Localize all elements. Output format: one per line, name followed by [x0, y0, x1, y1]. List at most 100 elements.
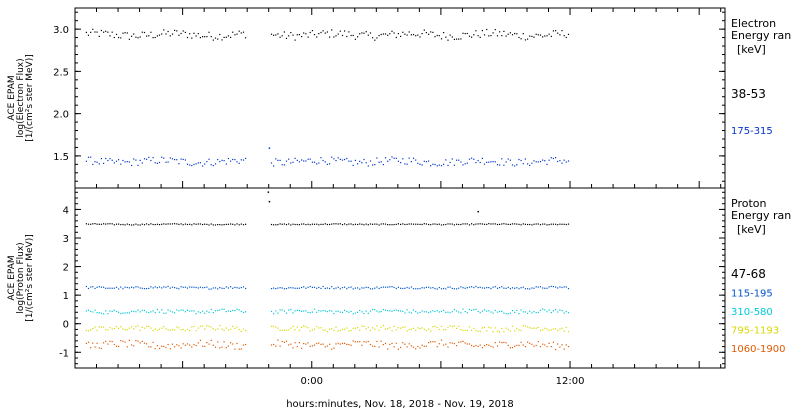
- data-point: [146, 223, 148, 225]
- data-point: [406, 34, 408, 36]
- data-point: [382, 325, 384, 327]
- data-point: [548, 224, 550, 226]
- data-point: [567, 346, 570, 348]
- data-point: [236, 342, 238, 345]
- data-point: [408, 223, 410, 225]
- data-point: [505, 313, 507, 315]
- data-point: [92, 342, 94, 344]
- data-point: [376, 37, 378, 39]
- data-point: [361, 311, 363, 313]
- data-point: [423, 345, 425, 347]
- data-point: [529, 35, 531, 37]
- data-point: [432, 31, 434, 33]
- data-point: [520, 38, 522, 40]
- data-point: [329, 287, 331, 290]
- data-point: [380, 286, 382, 289]
- data-point: [367, 312, 369, 314]
- data-point: [212, 287, 214, 289]
- data-point: [245, 223, 247, 225]
- data-point: [483, 309, 486, 311]
- data-point: [184, 330, 186, 332]
- data-point: [471, 223, 473, 225]
- data-point: [331, 348, 333, 350]
- data-point: [453, 38, 455, 40]
- data-point: [408, 287, 410, 289]
- data-point: [146, 288, 148, 290]
- data-point: [146, 35, 148, 37]
- data-point: [499, 341, 501, 343]
- data-point: [133, 310, 135, 313]
- data-point: [505, 327, 507, 329]
- data-point: [309, 330, 311, 332]
- data-point: [346, 224, 348, 226]
- data-point: [301, 159, 303, 161]
- data-point: [305, 343, 307, 345]
- data-point: [479, 312, 481, 314]
- data-point: [320, 287, 322, 290]
- data-point: [335, 343, 337, 345]
- data-point: [363, 32, 365, 34]
- data-point: [292, 325, 294, 328]
- data-point: [135, 223, 137, 225]
- data-point: [109, 35, 111, 37]
- data-point: [466, 223, 468, 225]
- data-point: [298, 310, 300, 312]
- data-point: [488, 287, 490, 289]
- data-point: [456, 38, 458, 40]
- data-point: [100, 158, 102, 160]
- data-point: [303, 343, 305, 345]
- data-point: [393, 32, 395, 34]
- data-point: [511, 223, 514, 225]
- data-point: [453, 308, 455, 311]
- data-point: [111, 310, 113, 312]
- data-point: [131, 164, 133, 167]
- y-axis-label-line: ACE EPAM: [7, 255, 17, 300]
- data-point: [307, 223, 309, 225]
- data-point: [460, 341, 462, 343]
- data-point: [372, 223, 374, 225]
- data-point: [440, 165, 443, 167]
- data-point: [165, 161, 167, 163]
- data-point: [419, 163, 421, 165]
- data-point: [391, 286, 393, 288]
- data-point: [214, 163, 217, 165]
- data-point: [143, 158, 146, 160]
- data-point: [232, 223, 234, 225]
- legend-subtitle: Energy ran: [731, 29, 791, 42]
- data-point: [161, 156, 163, 158]
- data-point: [449, 312, 451, 314]
- data-point: [105, 30, 107, 32]
- data-point: [333, 347, 335, 349]
- data-point: [402, 223, 404, 225]
- data-point: [107, 343, 109, 345]
- data-point: [376, 157, 378, 159]
- data-point: [141, 309, 143, 311]
- data-point: [174, 329, 176, 331]
- data-point: [458, 311, 460, 313]
- data-point: [516, 344, 518, 346]
- data-point: [453, 164, 455, 166]
- data-point: [559, 346, 561, 348]
- data-point: [539, 286, 542, 288]
- data-point: [154, 328, 156, 330]
- data-point: [294, 39, 296, 41]
- data-point: [486, 287, 488, 289]
- data-point: [499, 287, 501, 289]
- data-point: [434, 325, 436, 327]
- data-point: [197, 342, 199, 344]
- data-point: [152, 310, 154, 312]
- data-point: [561, 30, 563, 32]
- data-point: [507, 344, 509, 346]
- data-point: [180, 347, 182, 349]
- data-point: [279, 36, 281, 38]
- data-point: [137, 286, 139, 288]
- data-point: [555, 30, 557, 32]
- data-point: [344, 158, 346, 161]
- data-point: [113, 309, 115, 311]
- data-point: [473, 287, 475, 289]
- data-point: [520, 309, 522, 311]
- data-point: [126, 223, 128, 225]
- data-point: [471, 309, 473, 311]
- data-point: [557, 224, 559, 226]
- data-point: [197, 311, 199, 313]
